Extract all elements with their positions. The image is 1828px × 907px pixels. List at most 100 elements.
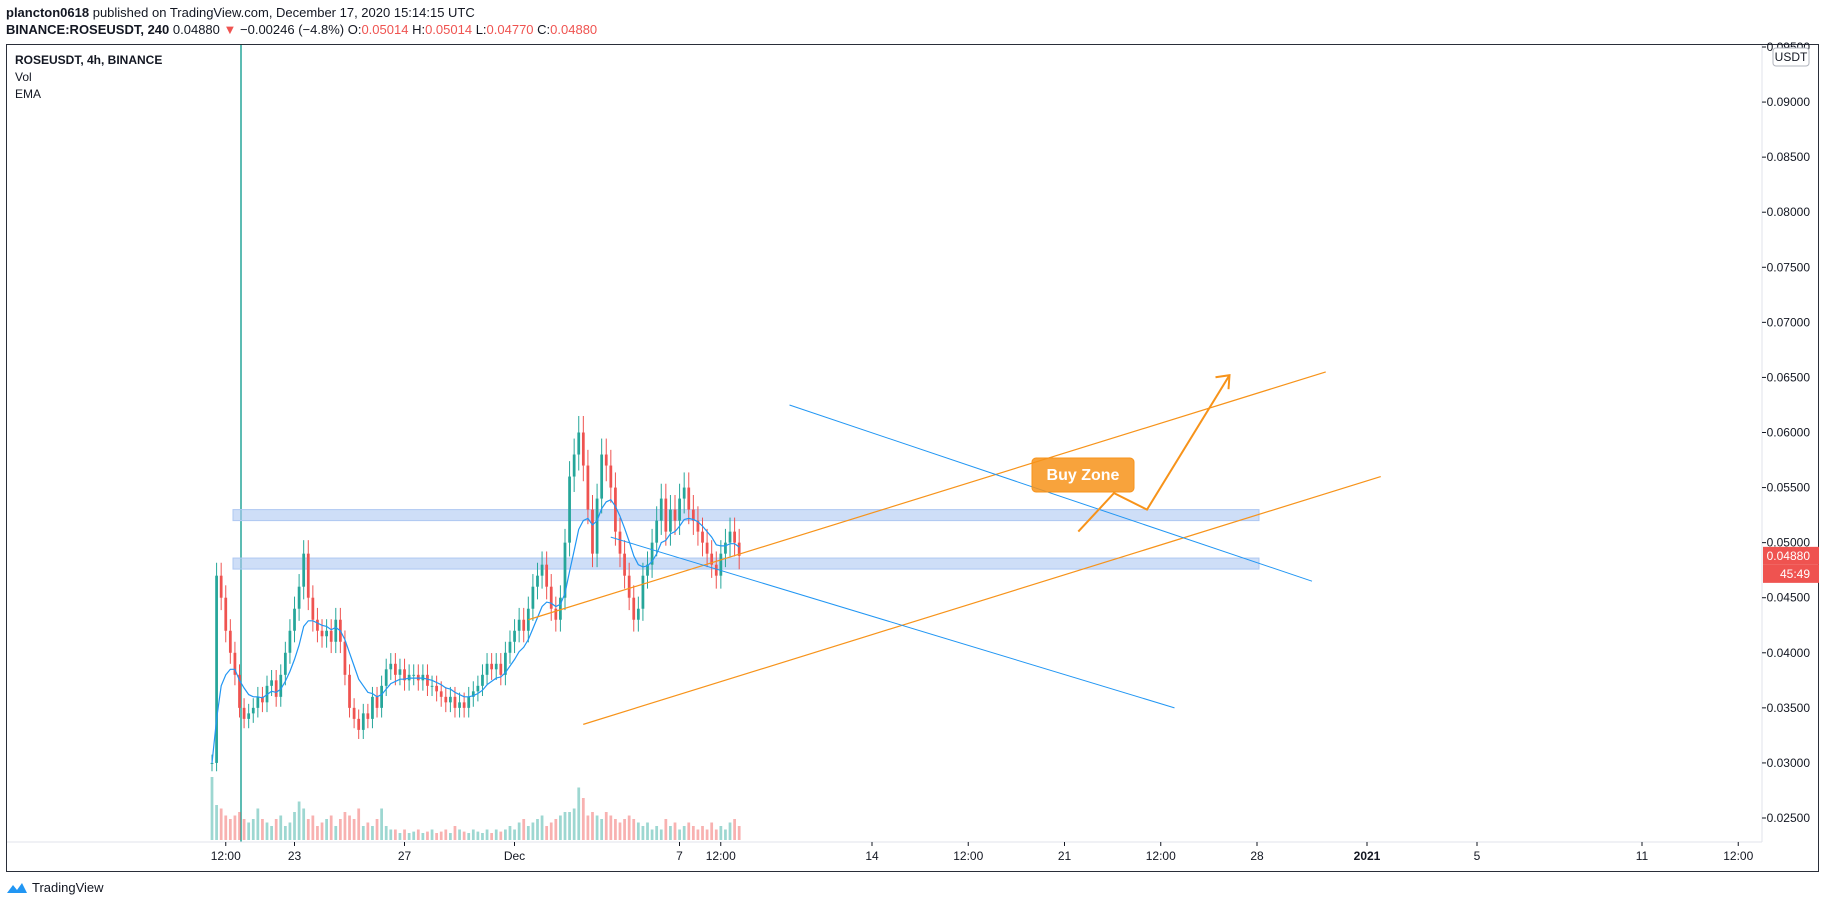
- chart-frame[interactable]: [6, 44, 1819, 872]
- price-tick-label: 0.06000: [1767, 426, 1811, 440]
- price-tick-label: 0.07000: [1767, 315, 1811, 329]
- candle-body: [316, 619, 319, 631]
- candle-body: [531, 586, 535, 609]
- candle-body: [426, 674, 429, 686]
- volume-bar: [398, 833, 402, 840]
- candle-body: [536, 575, 539, 587]
- close-value: 0.04880: [550, 22, 598, 37]
- volume-bar: [494, 829, 498, 840]
- candle-body: [549, 586, 553, 609]
- volume-bar: [632, 819, 636, 840]
- time-tick-label: 28: [1250, 849, 1264, 863]
- volume-bar: [471, 829, 475, 840]
- time-tick-label: 7: [676, 849, 683, 863]
- last-price: 0.04880: [172, 22, 220, 37]
- volume-bar: [687, 822, 691, 840]
- candle-body: [682, 487, 686, 499]
- volume-bar: [306, 819, 310, 840]
- volume-bar: [462, 831, 466, 840]
- volume-bar: [577, 787, 581, 840]
- volume-bar: [504, 829, 507, 840]
- price-tick-label: 0.03500: [1767, 701, 1811, 715]
- volume-bar: [435, 833, 439, 840]
- time-tick-label: 12:00: [1146, 849, 1176, 863]
- legend-volume[interactable]: Vol: [15, 70, 32, 84]
- down-arrow-icon: ▼: [223, 22, 237, 37]
- candle-body: [714, 564, 718, 576]
- volume-bar: [591, 812, 594, 840]
- candle-body: [371, 696, 374, 719]
- candle-body: [623, 553, 626, 576]
- volume-bar: [531, 822, 535, 840]
- candle-body: [279, 674, 283, 697]
- volume-bar: [467, 833, 471, 840]
- volume-bar: [233, 815, 237, 840]
- candle-body: [591, 509, 594, 554]
- legend-ema[interactable]: EMA: [15, 87, 42, 101]
- footer-brand[interactable]: TradingView: [6, 880, 104, 895]
- candle-body: [311, 597, 315, 620]
- time-tick-label: 5: [1474, 849, 1481, 863]
- volume-bar: [595, 815, 599, 840]
- volume-bar: [710, 822, 714, 840]
- volume-bar: [357, 808, 361, 840]
- volume-bar: [536, 819, 539, 840]
- volume-bar: [316, 826, 319, 840]
- candle-body: [577, 432, 581, 455]
- volume-bar: [655, 826, 659, 840]
- volume-bar: [568, 812, 571, 840]
- open-label: O:: [347, 22, 362, 37]
- time-tick-label: 12:00: [706, 849, 736, 863]
- volume-bar: [664, 819, 668, 840]
- candle-body: [504, 652, 507, 675]
- candle-body: [655, 520, 659, 543]
- volume-bar: [393, 829, 397, 840]
- publish-text: published on TradingView.com, December 1…: [92, 5, 475, 20]
- volume-bar: [311, 815, 315, 840]
- arrowhead-icon: [1215, 374, 1231, 390]
- candle-body: [545, 564, 549, 587]
- volume-bar: [627, 815, 631, 840]
- volume-bar: [256, 808, 260, 840]
- volume-bar: [737, 826, 741, 840]
- price-tick-label: 0.09000: [1767, 95, 1811, 109]
- volume-bar: [682, 826, 686, 840]
- volume-bar: [449, 833, 452, 840]
- support-zone-1: [232, 509, 1260, 522]
- volume-bar: [609, 815, 613, 840]
- candle-body: [357, 718, 361, 730]
- volume-bar: [691, 826, 695, 840]
- candle-body: [233, 652, 237, 675]
- volume-bar: [302, 808, 306, 840]
- plot-area: [210, 45, 1381, 842]
- price-tick-label: 0.06500: [1767, 370, 1811, 384]
- currency-label: USDT: [1775, 50, 1808, 64]
- volume-bar: [696, 829, 700, 840]
- volume-bar: [412, 831, 416, 840]
- candle-body: [604, 454, 608, 466]
- candle-body: [499, 663, 503, 675]
- volume-bar: [526, 826, 530, 840]
- volume-bar: [600, 819, 604, 840]
- candle-body: [343, 641, 347, 675]
- candle-body: [710, 553, 714, 565]
- volume-bar: [728, 822, 732, 840]
- legend-symbol[interactable]: ROSEUSDT, 4h, BINANCE: [15, 53, 163, 67]
- volume-bar: [279, 815, 283, 840]
- candle-body: [242, 707, 246, 719]
- volume-bar: [215, 805, 218, 840]
- candle-body: [559, 597, 562, 620]
- low-label: L:: [475, 22, 487, 37]
- volume-bar: [261, 819, 264, 840]
- volume-bar: [508, 826, 512, 840]
- volume-bar: [604, 812, 608, 840]
- volume-bar: [636, 822, 640, 840]
- volume-bar: [490, 833, 494, 840]
- buy-zone-callout: [1031, 457, 1135, 493]
- candle-body: [334, 619, 338, 642]
- author-name[interactable]: plancton0618: [6, 5, 90, 20]
- time-tick-label: 14: [865, 849, 879, 863]
- trend-line-0: [789, 404, 1313, 582]
- price-tick-label: 0.04500: [1767, 591, 1811, 605]
